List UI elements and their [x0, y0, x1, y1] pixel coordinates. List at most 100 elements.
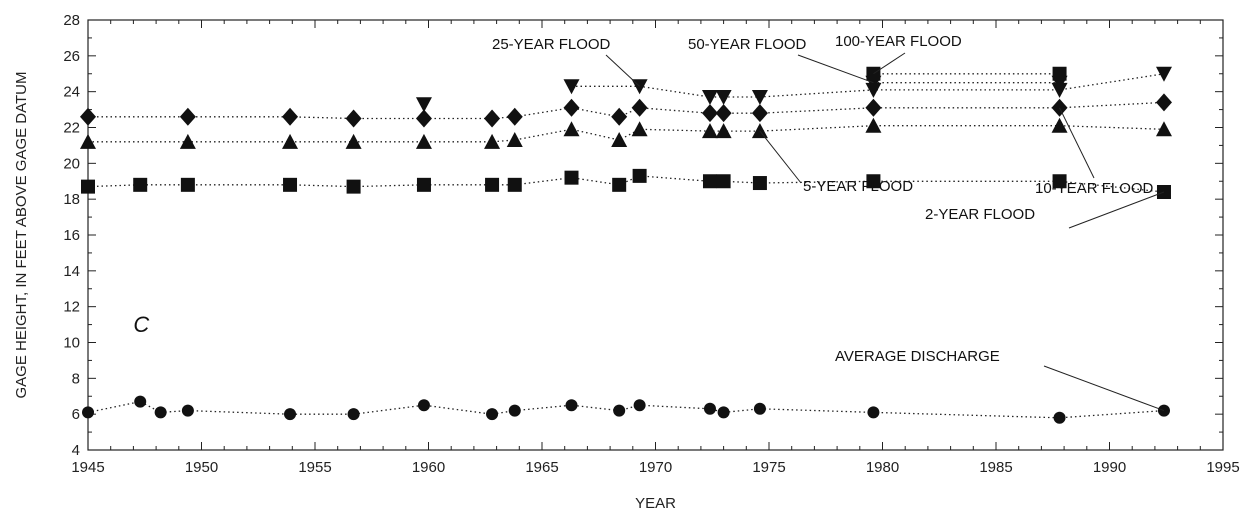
2-year-flood-point [1052, 174, 1067, 189]
2-year-flood-point [283, 177, 298, 192]
10-year-flood-point [282, 107, 299, 126]
2-year-flood-point [632, 168, 647, 183]
y-tick-label: 24 [63, 84, 80, 101]
10-year-flood-label: 10-YEAR FLOOD [1035, 180, 1154, 197]
y-tick-label: 28 [63, 12, 80, 29]
5-year-flood-point [415, 133, 432, 149]
2-year-flood-point [416, 177, 431, 192]
25-year-flood-point [751, 90, 768, 106]
x-tick-label: 1985 [979, 459, 1012, 476]
2-year-flood-point [612, 177, 627, 192]
average-discharge-point [154, 406, 167, 419]
5-year-flood-point [1051, 117, 1068, 133]
100-year-flood-leader-line [873, 52, 906, 75]
10-year-flood-point [506, 107, 523, 126]
average-discharge-point [703, 402, 716, 415]
x-tick-label: 1990 [1093, 459, 1126, 476]
y-tick-label: 20 [63, 155, 80, 172]
5-year-flood-point [631, 121, 648, 137]
2-year-flood-point [702, 174, 717, 189]
x-tick-label: 1980 [866, 459, 899, 476]
25-year-flood-point [715, 90, 732, 106]
25-year-flood-label: 25-YEAR FLOOD [492, 36, 611, 53]
x-tick-label: 1970 [639, 459, 672, 476]
y-tick-label: 26 [63, 48, 80, 65]
2-year-flood-point [752, 176, 767, 191]
10-year-flood-point [611, 107, 628, 126]
annotations: 25-YEAR FLOOD 50-YEAR FLOOD 100-YEAR FLOOD… [492, 33, 1165, 412]
y-tick-label: 8 [72, 370, 80, 387]
y-tick-label: 18 [63, 191, 80, 208]
5-year-flood-point [563, 121, 580, 137]
average-discharge-point [486, 408, 499, 421]
x-tick-label: 1965 [525, 459, 558, 476]
average-discharge-label: AVERAGE DISCHARGE [835, 348, 1000, 365]
100-year-flood-point [1052, 66, 1067, 81]
series-lines [87, 73, 1165, 419]
average-discharge-point [417, 399, 430, 412]
2-year-flood-point [133, 177, 148, 192]
average-discharge-point [508, 404, 521, 417]
x-tick-label: 1960 [412, 459, 445, 476]
10-year-flood-point [715, 104, 732, 123]
25-year-flood-line [571, 73, 1165, 98]
10-year-flood-leader-line [1059, 107, 1095, 179]
10-year-flood-point [80, 107, 96, 126]
y-tick-label: 22 [63, 120, 80, 137]
50-year-flood-label: 50-YEAR FLOOD [688, 36, 807, 53]
average-discharge-point [1053, 411, 1066, 424]
y-tick-label: 12 [63, 299, 80, 316]
5-year-flood-point [506, 132, 523, 148]
panel-label: C [133, 312, 149, 337]
10-year-flood-point [865, 98, 882, 117]
x-tick-label: 1950 [185, 459, 218, 476]
5-year-flood-leader-line [759, 130, 802, 184]
10-year-flood-point [484, 109, 501, 128]
2-year-flood-point [180, 177, 195, 192]
25-year-flood-point [563, 79, 580, 95]
5-year-flood-point [611, 132, 628, 148]
10-year-flood-line [88, 101, 1165, 120]
5-year-flood-point [484, 133, 501, 149]
10-year-flood-point [1155, 93, 1172, 112]
series-markers [80, 66, 1172, 424]
average-discharge-point [753, 402, 766, 415]
25-year-flood-point [701, 90, 718, 106]
10-year-flood-point [415, 109, 432, 128]
y-axis-title: GAGE HEIGHT, IN FEET ABOVE GAGE DATUM [13, 71, 30, 398]
y-tick-label: 6 [72, 406, 80, 423]
5-year-flood-point [345, 133, 362, 149]
average-discharge-line [87, 400, 1165, 419]
2-year-flood-leader-line [1068, 191, 1165, 229]
5-year-flood-point [80, 133, 96, 149]
2-year-flood-point [507, 177, 522, 192]
5-year-flood-line [88, 125, 1165, 143]
average-discharge-point [284, 408, 297, 421]
average-discharge-point [717, 406, 730, 419]
5-year-flood-point [701, 123, 718, 139]
100-year-flood-label: 100-YEAR FLOOD [835, 33, 962, 50]
x-tick-label: 1995 [1206, 459, 1239, 476]
10-year-flood-point [701, 104, 718, 123]
average-discharge-point [134, 395, 147, 408]
10-year-flood-point [563, 98, 580, 117]
5-year-flood-label: 5-YEAR FLOOD [803, 178, 913, 195]
25-year-flood-point [1155, 66, 1172, 82]
average-discharge-point [867, 406, 880, 419]
2-year-flood-point [716, 174, 731, 189]
25-year-flood-leader-line [605, 54, 640, 87]
5-year-flood-point [715, 123, 732, 139]
25-year-flood-point [415, 97, 432, 113]
average-discharge-point [347, 408, 360, 421]
2-year-flood-line [87, 175, 1165, 193]
2-year-flood-label: 2-YEAR FLOOD [925, 206, 1035, 223]
average-discharge-point [613, 404, 626, 417]
5-year-flood-point [179, 133, 196, 149]
2-year-flood-point [866, 174, 881, 189]
average-discharge-point [181, 404, 194, 417]
10-year-flood-point [179, 107, 196, 126]
5-year-flood-point [751, 123, 768, 139]
x-tick-label: 1975 [752, 459, 785, 476]
average-discharge-point [633, 399, 646, 412]
